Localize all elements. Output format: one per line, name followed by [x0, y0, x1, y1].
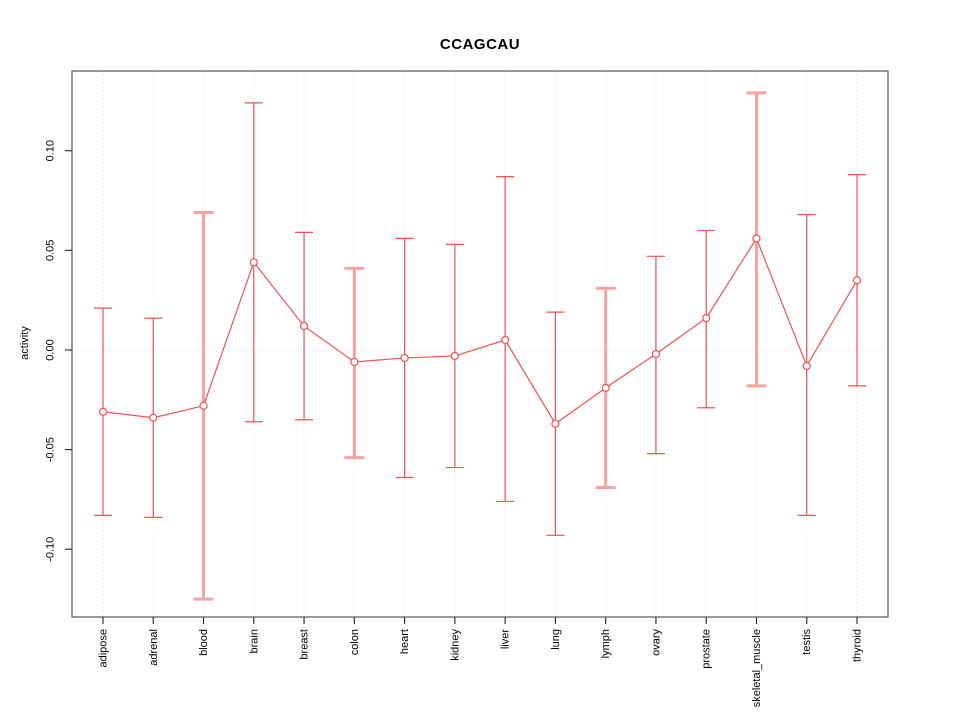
data-point-marker	[551, 419, 560, 428]
x-tick-label: lymph	[600, 629, 612, 658]
y-tick-label: -0.05	[45, 437, 57, 462]
data-point-marker	[852, 276, 862, 285]
x-tick-label: heart	[399, 629, 411, 654]
x-tick-label: brain	[248, 629, 260, 653]
x-tick-label: adrenal	[148, 629, 160, 666]
data-point-marker	[149, 413, 158, 422]
data-point-marker	[450, 351, 459, 361]
x-tick-label: lung	[550, 629, 562, 650]
data-point-marker	[299, 321, 309, 331]
data-point-marker	[651, 349, 661, 359]
y-tick-label: -0.10	[45, 537, 57, 562]
y-tick-label: 0.10	[45, 140, 57, 161]
data-point-marker	[350, 357, 359, 367]
x-tick-label: testis	[801, 629, 813, 655]
series-line	[102, 237, 858, 425]
x-tick-label: ovary	[650, 629, 662, 656]
data-point-marker	[199, 401, 208, 410]
x-tick-label: prostate	[701, 629, 713, 669]
data-point-marker	[501, 335, 510, 345]
data-point-marker	[249, 258, 258, 267]
x-tick-label: colon	[349, 629, 361, 655]
data-point-marker	[601, 383, 610, 392]
data-point-marker	[400, 353, 409, 363]
data-point-marker	[98, 407, 108, 416]
plot-border	[71, 70, 889, 618]
data-point-marker	[752, 234, 761, 243]
chart-title: CCAGCAU	[439, 36, 521, 53]
x-tick-label: skeletal_muscle	[751, 629, 763, 707]
y-tick-label: 0.00	[45, 339, 57, 360]
x-tick-label: liver	[500, 629, 512, 650]
x-tick-label: breast	[299, 629, 311, 660]
x-tick-label: blood	[198, 629, 210, 656]
data-point-marker	[702, 313, 711, 323]
y-tick-label: 0.05	[45, 240, 57, 261]
x-tick-label: kidney	[449, 629, 461, 661]
data-point-marker	[802, 361, 811, 371]
x-tick-label: thyroid	[852, 629, 864, 662]
x-tick-label: adipose	[98, 629, 110, 668]
